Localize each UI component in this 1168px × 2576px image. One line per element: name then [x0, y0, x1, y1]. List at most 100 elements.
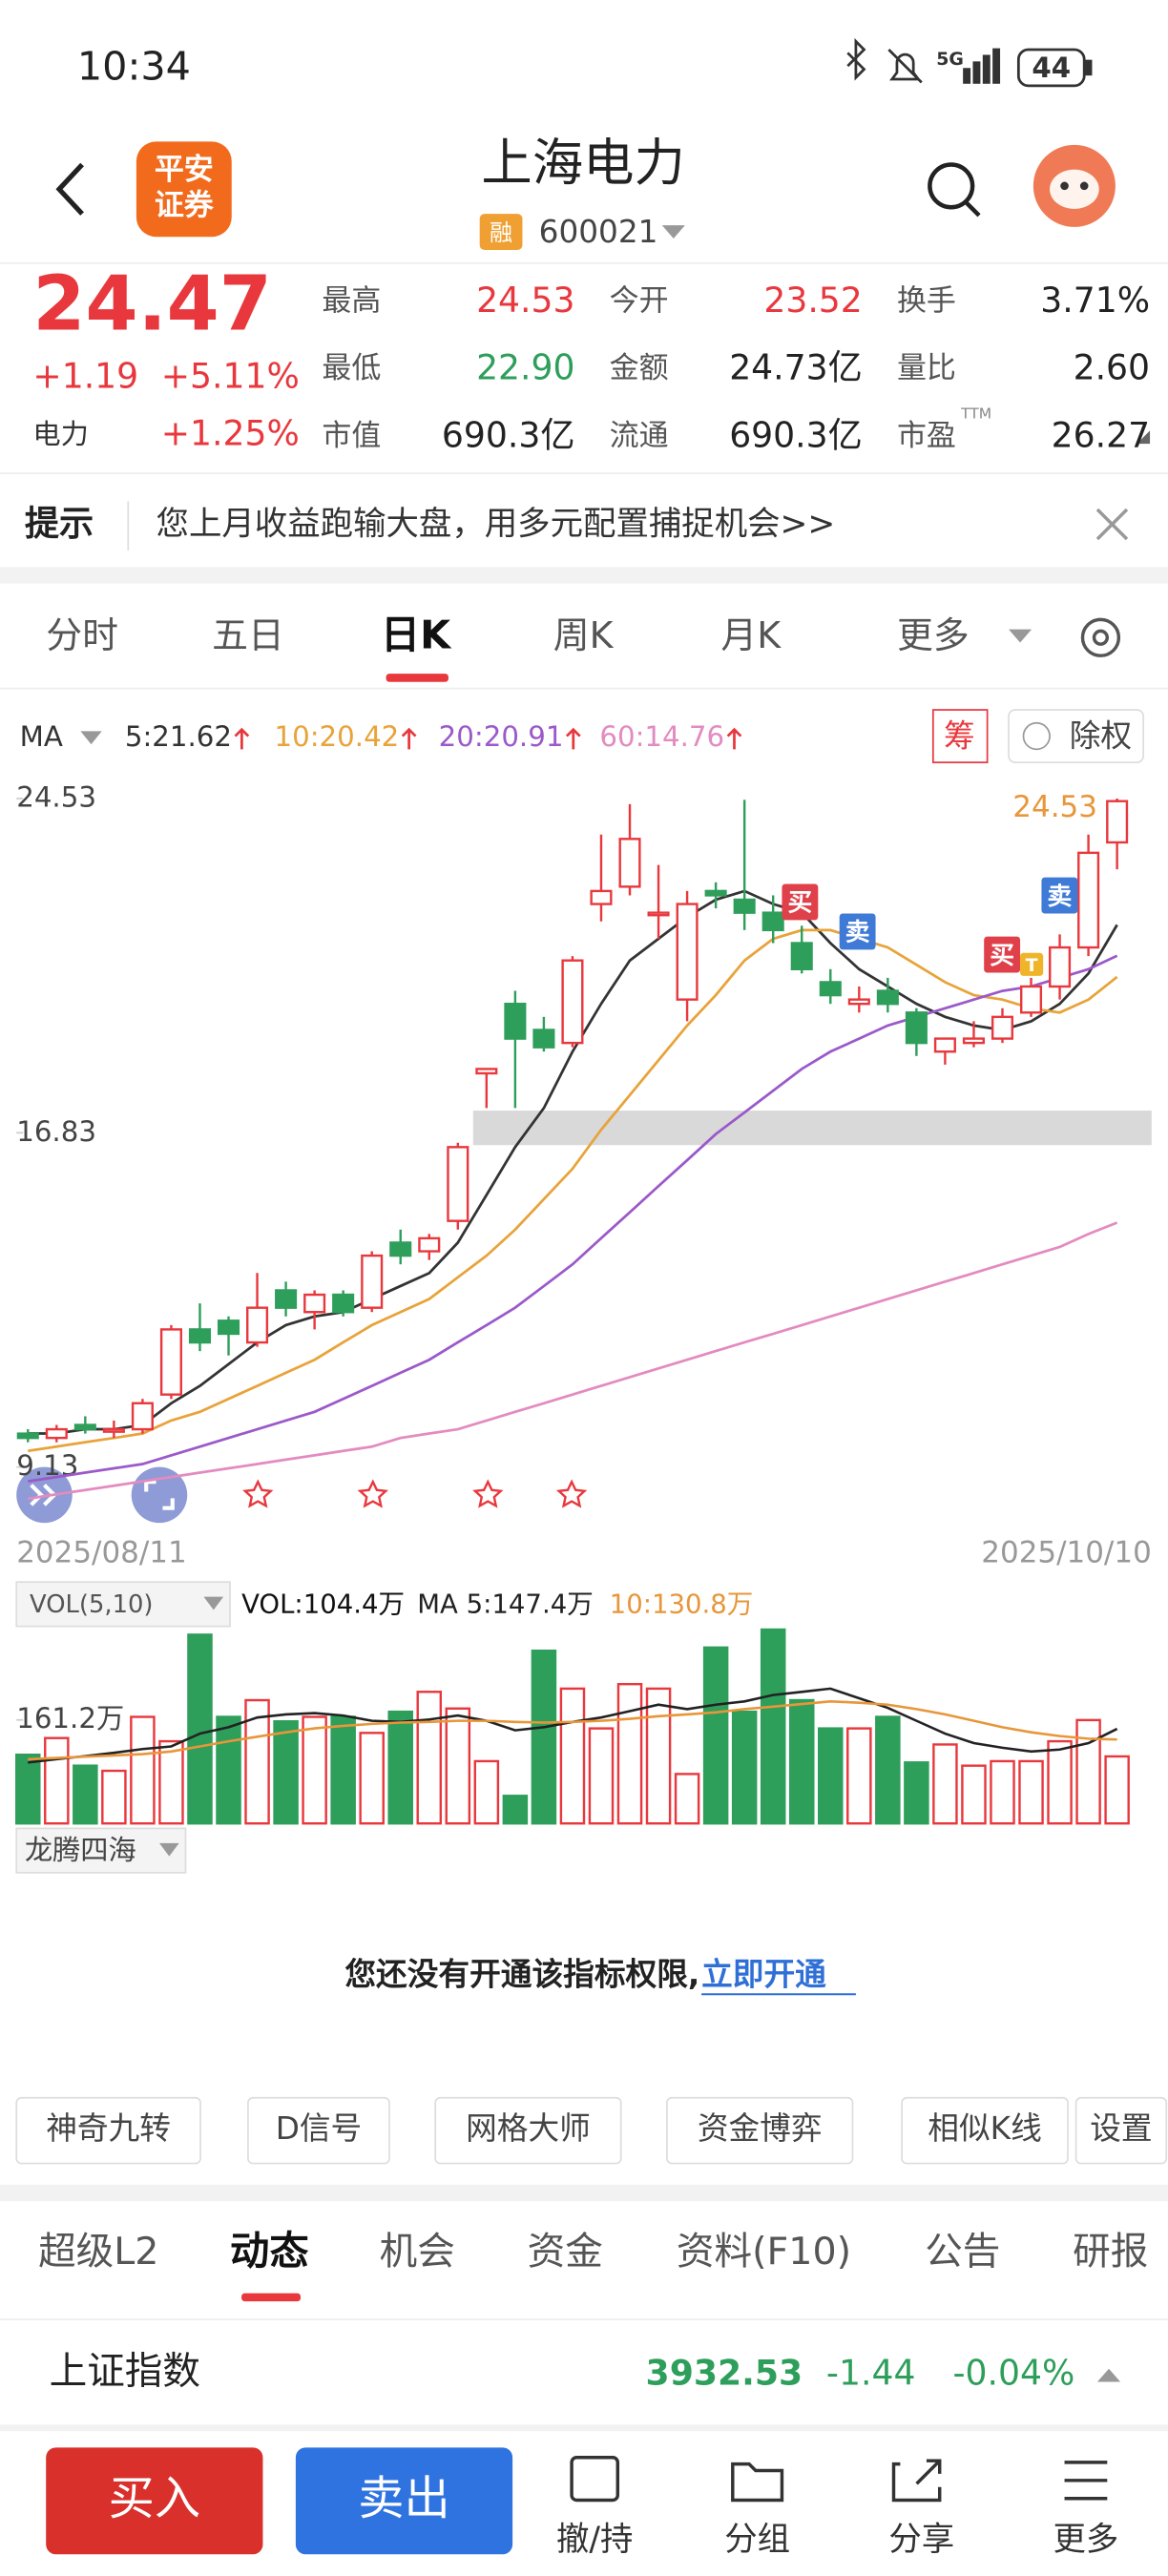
- stock-name: 上海电力: [481, 133, 684, 193]
- vol-selector[interactable]: [15, 1581, 231, 1628]
- volume-bar: [1104, 1755, 1130, 1825]
- index-change: -1.44: [826, 2353, 916, 2394]
- info-tab[interactable]: 超级L2: [38, 2230, 158, 2274]
- candle-body: [447, 1146, 469, 1222]
- signal-badge: [1041, 877, 1078, 914]
- tool-label: D信号: [276, 2110, 363, 2147]
- tool-button[interactable]: [247, 2096, 390, 2165]
- info-tab[interactable]: 研报: [1073, 2230, 1148, 2274]
- indicator-selector[interactable]: [15, 1827, 187, 1874]
- signal-bar: [982, 54, 991, 84]
- vol-ma-line: [28, 1700, 1117, 1761]
- candle-body: [847, 998, 870, 1006]
- candle-body: [361, 1254, 384, 1309]
- candle-body: [1019, 985, 1043, 1014]
- volume-bar: [674, 1773, 700, 1825]
- candle-body: [790, 942, 813, 970]
- candle-body: [389, 1241, 412, 1257]
- indicator-name: 龙腾四海: [25, 1834, 136, 1866]
- tip-label: 提示: [25, 503, 94, 544]
- period-tab[interactable]: 分时: [46, 614, 118, 656]
- period-tab[interactable]: 五日: [212, 614, 284, 656]
- battery-outline: [1016, 48, 1086, 88]
- buy-label[interactable]: 买入: [109, 2472, 200, 2525]
- index-toggle[interactable]: [1096, 2368, 1121, 2382]
- code-dropdown[interactable]: [661, 225, 685, 239]
- signal-badge: [1020, 952, 1044, 976]
- info-tab[interactable]: 动态: [230, 2228, 309, 2274]
- volume-bar: [1075, 1718, 1101, 1825]
- indicator-dropdown: [158, 1842, 179, 1857]
- stat-label: 市值: [322, 419, 381, 453]
- buy-button[interactable]: [46, 2447, 263, 2555]
- action-icon[interactable]: [1064, 2461, 1108, 2501]
- action-label[interactable]: 更多: [1053, 2521, 1118, 2559]
- action-label[interactable]: 分组: [724, 2521, 790, 2559]
- info-tab[interactable]: 公告: [925, 2230, 1000, 2274]
- tool-button[interactable]: [15, 2096, 201, 2165]
- ma-line: [28, 1221, 1118, 1501]
- volume-bar: [473, 1759, 500, 1825]
- ma-trend-arrow: [726, 727, 742, 750]
- signal-badge: [984, 936, 1021, 973]
- tool-button[interactable]: [901, 2096, 1069, 2165]
- period-tab[interactable]: 周K: [553, 614, 615, 656]
- volume-bar: [302, 1715, 327, 1825]
- ex-rights-button[interactable]: [1008, 709, 1145, 763]
- tool-button[interactable]: [666, 2096, 854, 2165]
- candle-body: [561, 959, 584, 1045]
- search-icon-handle: [964, 200, 981, 218]
- candle-body: [532, 1028, 555, 1049]
- volume-bar: [531, 1649, 557, 1825]
- info-tab[interactable]: 资料(F10): [677, 2230, 851, 2274]
- period-tab[interactable]: 日K: [381, 612, 452, 657]
- corner-mark: [1137, 430, 1151, 445]
- ma-dropdown[interactable]: [80, 731, 102, 745]
- search-icon: [928, 162, 975, 210]
- stock-code: 600021: [539, 214, 658, 250]
- period-tab[interactable]: 月K: [720, 614, 782, 656]
- bluetooth-icon: [846, 38, 866, 81]
- action-label[interactable]: 撤/持: [556, 2521, 633, 2559]
- volume-bar: [187, 1633, 213, 1825]
- ma-line: [28, 928, 1118, 1453]
- search-button[interactable]: [928, 162, 981, 218]
- tool-button[interactable]: [434, 2096, 622, 2165]
- volume-bar: [15, 1754, 41, 1825]
- candle-body: [819, 981, 842, 997]
- active-tab-underline: [386, 674, 448, 682]
- section-gap: [0, 567, 1168, 584]
- candle-body: [704, 889, 727, 897]
- info-tab[interactable]: 资金: [528, 2230, 603, 2274]
- action-label[interactable]: 分享: [888, 2521, 954, 2559]
- volume-bar: [760, 1628, 786, 1825]
- sell-label[interactable]: 卖出: [358, 2472, 449, 2525]
- action-icon[interactable]: [570, 2456, 620, 2503]
- back-button[interactable]: [55, 162, 84, 216]
- chip-button[interactable]: [931, 709, 989, 763]
- y-tick-label: 16.83: [16, 1115, 96, 1148]
- tip-close[interactable]: [1095, 508, 1129, 541]
- info-tab[interactable]: 机会: [380, 2230, 455, 2274]
- candle-body: [1106, 800, 1129, 844]
- candle-body: [16, 1432, 39, 1440]
- x-tick-label: 2025/08/11: [16, 1535, 187, 1569]
- period-tab[interactable]: 更多: [897, 614, 970, 656]
- candle-body: [188, 1328, 212, 1344]
- more-dropdown[interactable]: [1009, 629, 1032, 643]
- volume-bar: [904, 1761, 929, 1825]
- tool-button[interactable]: [1074, 2096, 1168, 2165]
- avatar[interactable]: [1032, 144, 1116, 227]
- avatar-face: [1050, 169, 1099, 209]
- logo-text: 证券: [155, 189, 215, 223]
- volume-bar: [990, 1759, 1015, 1825]
- action-icon[interactable]: [731, 2462, 784, 2503]
- settings-button[interactable]: [1080, 617, 1121, 657]
- sell-button[interactable]: [295, 2447, 513, 2555]
- event-star: [555, 1479, 588, 1508]
- volume-bar: [788, 1698, 815, 1825]
- stat-value: 22.90: [476, 347, 574, 388]
- indicator-link[interactable]: 立即开通: [701, 1956, 826, 1992]
- action-icon[interactable]: [891, 2459, 942, 2503]
